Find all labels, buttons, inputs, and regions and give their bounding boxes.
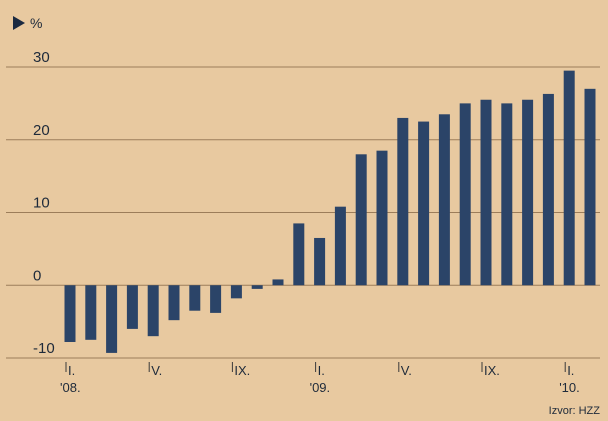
- bar: [293, 223, 305, 286]
- bars: [64, 70, 596, 353]
- unit-marker-icon: [13, 16, 25, 30]
- y-axis-ticks: -10 0 10 20 30: [33, 49, 55, 357]
- x-tick-label: IX.: [234, 363, 250, 378]
- bar: [251, 285, 263, 289]
- bar: [126, 285, 138, 329]
- bar: [584, 88, 596, 286]
- bar: [459, 103, 471, 286]
- x-tick-year-label: '08.: [60, 380, 81, 395]
- bar: [438, 114, 450, 286]
- bar: [397, 117, 409, 286]
- bar: [147, 285, 159, 337]
- x-tick-label: V.: [401, 363, 412, 378]
- bar: [85, 285, 97, 340]
- y-tick-label: 10: [33, 195, 50, 212]
- y-tick-label: 20: [33, 122, 50, 139]
- bar: [418, 121, 430, 286]
- bar: [376, 150, 388, 286]
- source-label: Izvor: HZZ: [549, 405, 601, 417]
- bar: [189, 285, 201, 311]
- y-tick-label: 30: [33, 49, 50, 66]
- bar: [334, 206, 346, 286]
- x-tick-label: IX.: [484, 363, 500, 378]
- x-tick-label: I.: [68, 363, 75, 378]
- bar: [563, 70, 575, 286]
- bar: [501, 103, 513, 286]
- grid-lines: [6, 66, 600, 359]
- x-tick-label: I.: [567, 363, 574, 378]
- bar: [272, 279, 284, 286]
- bar: [480, 99, 492, 286]
- x-tick-label: I.: [318, 363, 325, 378]
- unit-label: %: [30, 15, 42, 31]
- bar: [106, 285, 118, 353]
- bar: [355, 154, 367, 286]
- y-tick-label: -10: [33, 340, 55, 357]
- bar: [542, 93, 554, 286]
- bar: [230, 285, 242, 299]
- x-tick-label: V.: [151, 363, 162, 378]
- x-tick-year-label: '09.: [310, 380, 331, 395]
- bar: [168, 285, 180, 321]
- bar: [210, 285, 222, 313]
- x-axis-ticks: I. '08. V. IX. I. '09. V. IX. I. '10.: [60, 362, 580, 395]
- bar: [314, 237, 326, 286]
- y-tick-label: 0: [33, 267, 41, 284]
- bar: [522, 99, 534, 286]
- bar: [64, 285, 76, 342]
- x-tick-year-label: '10.: [559, 380, 580, 395]
